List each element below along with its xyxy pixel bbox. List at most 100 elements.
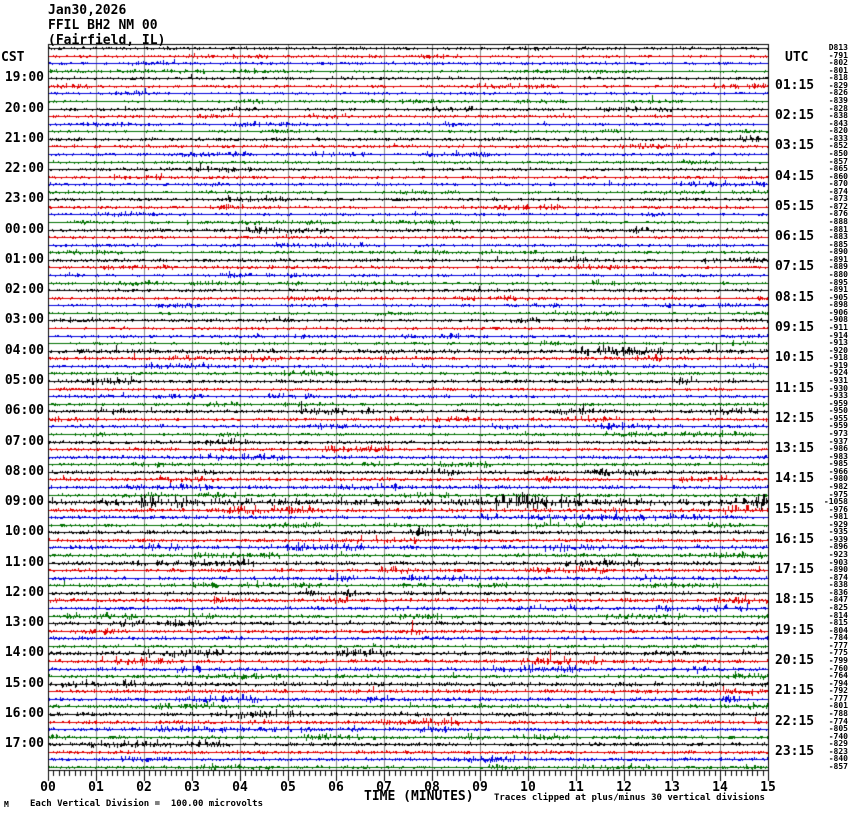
hour-label-utc: 21:15 [775, 683, 815, 698]
trace-offset-value: -881 [828, 225, 848, 234]
hour-label-utc: 01:15 [775, 78, 815, 93]
trace-offset-value: -818 [828, 73, 848, 82]
x-tick-label: 09 [472, 780, 488, 795]
trace-offset-value: -959 [828, 421, 848, 430]
cst-axis-label: CST [1, 50, 25, 65]
trace-offset-value: -829 [828, 739, 848, 748]
trace-offset-value: -777 [828, 694, 848, 703]
hour-label-cst: 05:00 [4, 373, 44, 388]
trace-offset-value: -905 [828, 293, 848, 302]
trace-offset-value: -973 [828, 429, 848, 438]
trace-offset-value: -929 [828, 520, 848, 529]
clip-note: Traces clipped at plus/minus 30 vertical… [494, 793, 765, 803]
hour-label-utc: 13:15 [775, 441, 815, 456]
hour-label-utc: 04:15 [775, 169, 815, 184]
logo-mark: M [4, 800, 9, 809]
trace-offset-value: -874 [828, 187, 848, 196]
hour-label-utc: 17:15 [775, 562, 815, 577]
trace-offset-value: -981 [828, 512, 848, 521]
trace-offset-value: -931 [828, 376, 848, 385]
hour-label-utc: 03:15 [775, 138, 815, 153]
hour-label-utc: 23:15 [775, 744, 815, 759]
trace-offset-value: -986 [828, 444, 848, 453]
trace-offset-value: -865 [828, 164, 848, 173]
hour-label-utc: 22:15 [775, 714, 815, 729]
trace-offset-value: -975 [828, 490, 848, 499]
hour-label-cst: 08:00 [4, 464, 44, 479]
trace-offset-value: -870 [828, 179, 848, 188]
trace-offset-value: -847 [828, 595, 848, 604]
hour-label-cst: 09:00 [4, 494, 44, 509]
trace-offset-value: -924 [828, 368, 848, 377]
trace-offset-value: -794 [828, 679, 848, 688]
station-location: (Fairfield, IL) [48, 33, 166, 48]
hour-label-utc: 18:15 [775, 592, 815, 607]
trace-offset-value: -804 [828, 626, 848, 635]
x-tick-label: 08 [424, 780, 440, 795]
trace-offset-value: -801 [828, 701, 848, 710]
trace-offset-value: -836 [828, 588, 848, 597]
trace-offset-value: -829 [828, 81, 848, 90]
x-tick-label: 06 [328, 780, 344, 795]
trace-offset-value: -890 [828, 565, 848, 574]
hour-label-cst: 07:00 [4, 434, 44, 449]
trace-offset-value: -873 [828, 194, 848, 203]
trace-offset-value: -828 [828, 104, 848, 113]
trace-offset-value: -895 [828, 278, 848, 287]
trace-offset-value: -814 [828, 611, 848, 620]
trace-offset-value: -966 [828, 467, 848, 476]
trace-offset-value: -860 [828, 172, 848, 181]
hour-label-utc: 10:15 [775, 350, 815, 365]
trace-offset-value: -857 [828, 762, 848, 771]
trace-offset-value: -976 [828, 505, 848, 514]
trace-offset-value: -740 [828, 732, 848, 741]
trace-offset-value: -889 [828, 262, 848, 271]
x-tick-label: 12 [616, 780, 632, 795]
trace-offset-value: -825 [828, 603, 848, 612]
trace-offset-value: -890 [828, 247, 848, 256]
trace-offset-value: -876 [828, 209, 848, 218]
trace-offset-value: -788 [828, 709, 848, 718]
trace-offset-value: -791 [828, 51, 848, 60]
trace-offset-value: -918 [828, 353, 848, 362]
trace-offset-value: -911 [828, 323, 848, 332]
trace-offset-value: -1058 [823, 497, 848, 506]
hour-label-utc: 06:15 [775, 229, 815, 244]
hour-label-cst: 06:00 [4, 403, 44, 418]
hour-label-cst: 04:00 [4, 343, 44, 358]
trace-offset-value: -805 [828, 724, 848, 733]
trace-offset-value: -885 [828, 240, 848, 249]
hour-label-cst: 23:00 [4, 191, 44, 206]
station-date: Jan30,2026 [48, 3, 127, 18]
hour-label-cst: 10:00 [4, 524, 44, 539]
trace-offset-value: -764 [828, 671, 848, 680]
trace-offset-value: -923 [828, 550, 848, 559]
trace-offset-value: -760 [828, 664, 848, 673]
x-tick-label: 10 [520, 780, 536, 795]
trace-offset-value: -891 [828, 255, 848, 264]
hour-label-cst: 00:00 [4, 222, 44, 237]
trace-offset-value: -838 [828, 111, 848, 120]
trace-offset-value: -906 [828, 308, 848, 317]
station-code: FFIL BH2 NM 00 [48, 18, 158, 33]
trace-offset-value: -896 [828, 542, 848, 551]
trace-offset-value: -985 [828, 459, 848, 468]
x-tick-label: 13 [664, 780, 680, 795]
trace-offset-value: -908 [828, 315, 848, 324]
hour-label-utc: 08:15 [775, 290, 815, 305]
trace-offset-value: -937 [828, 437, 848, 446]
hour-label-cst: 22:00 [4, 161, 44, 176]
trace-offset-value: -852 [828, 141, 848, 150]
trace-offset-value: -913 [828, 338, 848, 347]
trace-offset-value: -891 [828, 285, 848, 294]
trace-offset-value: -883 [828, 232, 848, 241]
hour-label-utc: 19:15 [775, 623, 815, 638]
trace-offset-value: -792 [828, 686, 848, 695]
trace-offset-value: -801 [828, 66, 848, 75]
hour-label-utc: 14:15 [775, 471, 815, 486]
trace-offset-value: -872 [828, 202, 848, 211]
hour-label-cst: 13:00 [4, 615, 44, 630]
x-axis-title: TIME (MINUTES) [364, 789, 474, 804]
x-tick-label: 00 [40, 780, 56, 795]
